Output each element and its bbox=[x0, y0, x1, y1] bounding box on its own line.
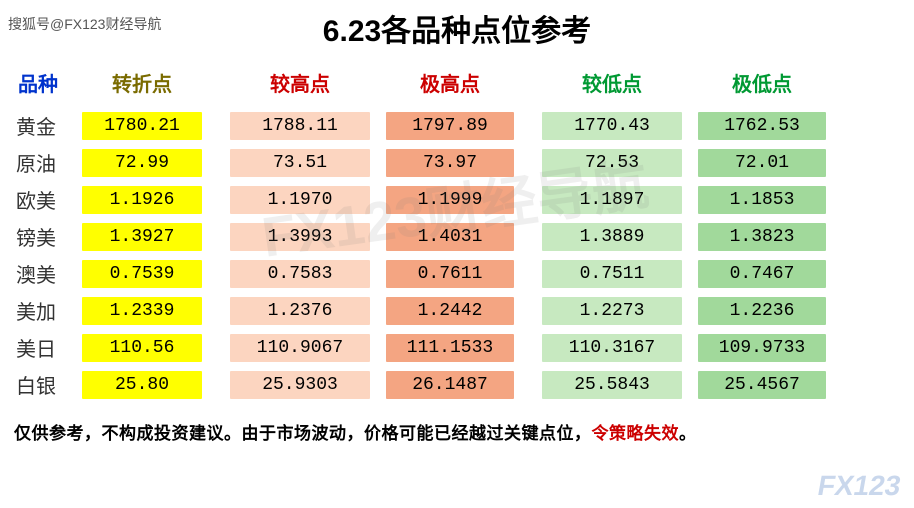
footer-main: 仅供参考，不构成投资建议。由于市场波动，价格可能已经越过关键点位， bbox=[14, 424, 592, 443]
table-row: 黄金1780.21 1788.11 1797.89 1770.43 1762.53 bbox=[14, 111, 900, 140]
header-mod-low: 较低点 bbox=[542, 68, 682, 97]
mod-high-cell: 1.2376 bbox=[230, 297, 370, 325]
table-row: 美日110.56 110.9067 111.1533 110.3167 109.9733 bbox=[14, 333, 900, 362]
pivot-cell: 72.99 bbox=[82, 149, 202, 177]
mod-high-cell: 1788.11 bbox=[230, 112, 370, 140]
ex-high-cell: 73.97 bbox=[386, 149, 514, 177]
footer-disclaimer: 仅供参考，不构成投资建议。由于市场波动，价格可能已经越过关键点位，令策略失效。 bbox=[14, 419, 900, 444]
ex-low-cell: 72.01 bbox=[698, 149, 826, 177]
ex-high-cell: 1.1999 bbox=[386, 186, 514, 214]
ex-high-cell: 0.7611 bbox=[386, 260, 514, 288]
pivot-cell: 1.3927 bbox=[82, 223, 202, 251]
ex-high-cell: 26.1487 bbox=[386, 371, 514, 399]
bottom-watermark: FX123 bbox=[815, 470, 903, 502]
ex-high-cell: 111.1533 bbox=[386, 334, 514, 362]
mod-high-cell: 25.9303 bbox=[230, 371, 370, 399]
table-row: 白银25.80 25.9303 26.1487 25.5843 25.4567 bbox=[14, 370, 900, 399]
mod-low-cell: 1770.43 bbox=[542, 112, 682, 140]
ex-low-cell: 25.4567 bbox=[698, 371, 826, 399]
header-product: 品种 bbox=[14, 68, 82, 97]
product-name: 欧美 bbox=[14, 185, 82, 214]
mod-low-cell: 25.5843 bbox=[542, 371, 682, 399]
footer-invalid: 令策略失效 bbox=[592, 424, 680, 443]
ex-low-cell: 1.3823 bbox=[698, 223, 826, 251]
pivot-cell: 110.56 bbox=[82, 334, 202, 362]
table-row: 美加1.2339 1.2376 1.2442 1.2273 1.2236 bbox=[14, 296, 900, 325]
ex-low-cell: 0.7467 bbox=[698, 260, 826, 288]
mod-low-cell: 1.3889 bbox=[542, 223, 682, 251]
product-name: 美日 bbox=[14, 333, 82, 362]
mod-high-cell: 1.1970 bbox=[230, 186, 370, 214]
ex-high-cell: 1.2442 bbox=[386, 297, 514, 325]
product-name: 原油 bbox=[14, 148, 82, 177]
footer-period: 。 bbox=[679, 424, 697, 443]
pivot-cell: 1780.21 bbox=[82, 112, 202, 140]
table-row: 澳美0.7539 0.7583 0.7611 0.7511 0.7467 bbox=[14, 259, 900, 288]
ex-low-cell: 1762.53 bbox=[698, 112, 826, 140]
ex-low-cell: 109.9733 bbox=[698, 334, 826, 362]
header-pivot: 转折点 bbox=[82, 68, 202, 97]
product-name: 美加 bbox=[14, 296, 82, 325]
product-name: 澳美 bbox=[14, 259, 82, 288]
ex-low-cell: 1.1853 bbox=[698, 186, 826, 214]
product-name: 镑美 bbox=[14, 222, 82, 251]
header-ex-high: 极高点 bbox=[386, 68, 514, 97]
table-row: 欧美1.1926 1.1970 1.1999 1.1897 1.1853 bbox=[14, 185, 900, 214]
table-row: 镑美1.3927 1.3993 1.4031 1.3889 1.3823 bbox=[14, 222, 900, 251]
header-ex-low: 极低点 bbox=[698, 68, 826, 97]
mod-low-cell: 1.2273 bbox=[542, 297, 682, 325]
product-name: 黄金 bbox=[14, 111, 82, 140]
header-mod-high: 较高点 bbox=[230, 68, 370, 97]
pivot-cell: 1.2339 bbox=[82, 297, 202, 325]
mod-low-cell: 110.3167 bbox=[542, 334, 682, 362]
pivot-cell: 25.80 bbox=[82, 371, 202, 399]
mod-high-cell: 73.51 bbox=[230, 149, 370, 177]
pivot-cell: 0.7539 bbox=[82, 260, 202, 288]
price-table: 品种 转折点 较高点 极高点 较低点 极低点 黄金1780.21 1788.11 1… bbox=[0, 68, 914, 399]
mod-low-cell: 0.7511 bbox=[542, 260, 682, 288]
ex-high-cell: 1.4031 bbox=[386, 223, 514, 251]
pivot-cell: 1.1926 bbox=[82, 186, 202, 214]
source-tag: 搜狐号@FX123财经导航 bbox=[8, 14, 161, 34]
mod-high-cell: 1.3993 bbox=[230, 223, 370, 251]
mod-low-cell: 72.53 bbox=[542, 149, 682, 177]
mod-high-cell: 110.9067 bbox=[230, 334, 370, 362]
table-row: 原油72.99 73.51 73.97 72.53 72.01 bbox=[14, 148, 900, 177]
ex-high-cell: 1797.89 bbox=[386, 112, 514, 140]
mod-low-cell: 1.1897 bbox=[542, 186, 682, 214]
mod-high-cell: 0.7583 bbox=[230, 260, 370, 288]
table-header-row: 品种 转折点 较高点 极高点 较低点 极低点 bbox=[14, 68, 900, 97]
ex-low-cell: 1.2236 bbox=[698, 297, 826, 325]
product-name: 白银 bbox=[14, 370, 82, 399]
